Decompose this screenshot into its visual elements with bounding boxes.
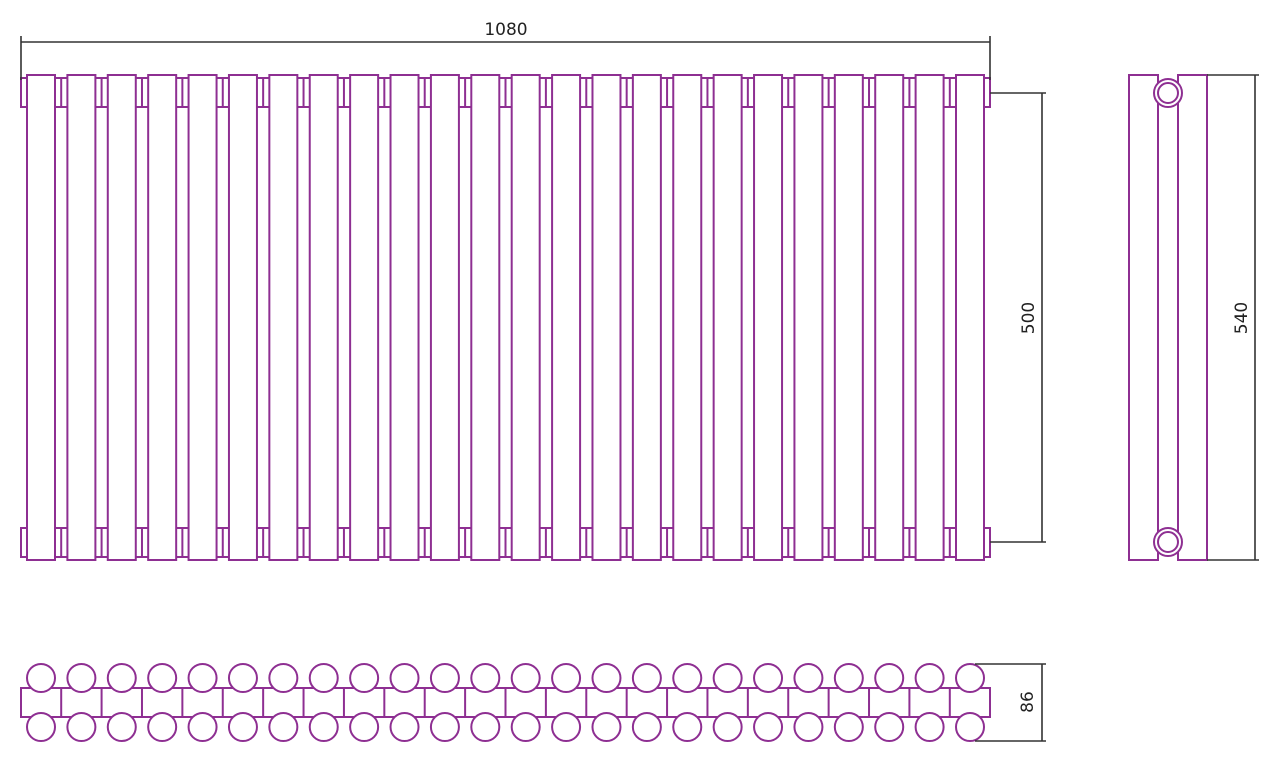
tube-front-circle <box>833 663 864 693</box>
tube-front-circle <box>268 663 299 693</box>
tube-back-circle <box>914 712 945 742</box>
radiator-section <box>591 74 622 561</box>
tube-back-circle <box>389 712 420 742</box>
tube-front-circle <box>470 663 501 693</box>
dimension-axis-distance: 500 <box>990 92 1046 543</box>
side-column-back <box>1177 74 1208 561</box>
tube-back-circle <box>429 712 460 742</box>
tube-front-circle <box>874 663 905 693</box>
dimension-axis-distance-label: 500 <box>1019 302 1039 334</box>
tube-back-circle <box>106 712 137 742</box>
tube-front-circle <box>187 663 218 693</box>
tube-back-circle <box>591 712 622 742</box>
tube-back-circle <box>26 712 56 742</box>
radiator-section <box>470 74 501 561</box>
radiator-section <box>551 74 582 561</box>
radiator-section <box>429 74 460 561</box>
dimension-height: 540 <box>1207 74 1259 561</box>
tube-front-circle <box>672 663 703 693</box>
radiator-section <box>833 74 864 561</box>
tube-front-circle <box>147 663 178 693</box>
tube-back-circle <box>349 712 380 742</box>
dimension-width-label: 1080 <box>484 20 527 40</box>
radiator-section <box>227 74 258 561</box>
dimension-depth: 86 <box>975 663 1046 742</box>
radiator-section <box>308 74 339 561</box>
tube-back-circle <box>66 712 97 742</box>
tube-front-circle <box>308 663 339 693</box>
tube-back-circle <box>712 712 743 742</box>
tube-back-circle <box>147 712 178 742</box>
tube-back-circle <box>874 712 905 742</box>
radiator-section <box>26 74 56 561</box>
tube-front-circle <box>66 663 97 693</box>
radiator-section <box>793 74 824 561</box>
tube-back-circle <box>268 712 299 742</box>
radiator-section <box>510 74 541 561</box>
tube-back-circle <box>227 712 258 742</box>
radiator-section <box>349 74 380 561</box>
radiator-section <box>753 74 784 561</box>
radiator-section <box>187 74 218 561</box>
radiator-section <box>268 74 299 561</box>
side-view <box>1128 74 1208 561</box>
top-view <box>20 663 991 742</box>
tube-back-circle <box>551 712 582 742</box>
dimension-depth-label: 86 <box>1018 691 1038 713</box>
tube-front-circle <box>227 663 258 693</box>
tube-front-circle <box>26 663 56 693</box>
tube-back-circle <box>793 712 824 742</box>
radiator-section <box>874 74 905 561</box>
radiator-section <box>712 74 743 561</box>
tube-front-circle <box>712 663 743 693</box>
tube-front-circle <box>793 663 824 693</box>
top-connection-inner <box>1157 82 1179 104</box>
radiator-section <box>147 74 178 561</box>
tube-front-circle <box>510 663 541 693</box>
radiator-section <box>66 74 97 561</box>
tube-back-circle <box>833 712 864 742</box>
bottom-connection-inner <box>1157 531 1179 553</box>
tube-front-circle <box>389 663 420 693</box>
tube-front-circle <box>591 663 622 693</box>
tube-front-circle <box>551 663 582 693</box>
front-view <box>20 74 991 561</box>
tube-back-circle <box>753 712 784 742</box>
tube-front-circle <box>753 663 784 693</box>
radiator-section <box>389 74 420 561</box>
tube-front-circle <box>955 663 985 693</box>
tube-front-circle <box>631 663 662 693</box>
radiator-section <box>672 74 703 561</box>
side-column-front <box>1128 74 1159 561</box>
tube-front-circle <box>429 663 460 693</box>
dimension-width: 1080 <box>20 20 991 80</box>
radiator-section <box>914 74 945 561</box>
tube-back-circle <box>631 712 662 742</box>
tube-front-circle <box>914 663 945 693</box>
dimension-height-label: 540 <box>1232 302 1252 334</box>
tube-front-circle <box>106 663 137 693</box>
tube-front-circle <box>349 663 380 693</box>
tube-back-circle <box>510 712 541 742</box>
tube-back-circle <box>187 712 218 742</box>
radiator-section <box>106 74 137 561</box>
tube-back-circle <box>308 712 339 742</box>
tube-back-circle <box>672 712 703 742</box>
radiator-section <box>955 74 985 561</box>
radiator-section <box>631 74 662 561</box>
tube-back-circle <box>955 712 985 742</box>
tube-back-circle <box>470 712 501 742</box>
